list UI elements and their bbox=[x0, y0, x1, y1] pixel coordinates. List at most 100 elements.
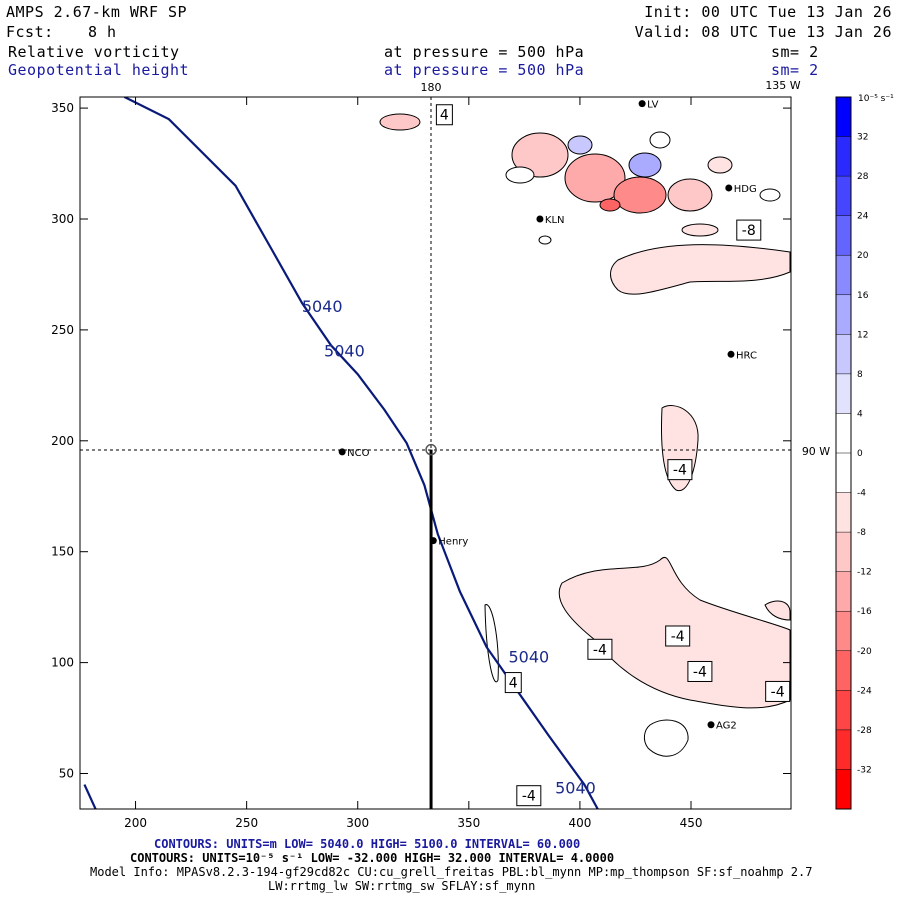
station-marker bbox=[725, 184, 733, 192]
lon-135w-label: 135 W bbox=[765, 79, 800, 92]
vorticity-contour-label: -4 bbox=[671, 629, 685, 645]
colorbar-tick-label: -16 bbox=[857, 607, 872, 617]
y-tick-label: 150 bbox=[51, 545, 74, 559]
colorbar-unit: 10⁻⁵ s⁻¹ bbox=[858, 94, 894, 104]
vorticity-cluster bbox=[379, 113, 781, 245]
colorbar-tick-label: -32 bbox=[857, 765, 872, 775]
colorbar-segment bbox=[836, 215, 851, 256]
vorticity-label-box bbox=[765, 680, 791, 702]
colorbar-segment bbox=[836, 413, 851, 453]
colorbar-segment bbox=[836, 769, 851, 809]
valid-time: Valid: 08 UTC Tue 13 Jan 26 bbox=[634, 23, 892, 41]
height-contour-5040 bbox=[123, 97, 599, 809]
colorbar-tick-label: 16 bbox=[857, 291, 869, 301]
lon-90w-label: 90 W bbox=[802, 445, 830, 458]
station-label: KLN bbox=[545, 215, 565, 226]
station-label: HRC bbox=[736, 350, 757, 361]
colorbar-segment bbox=[836, 373, 851, 414]
contour-info-vorticity: CONTOURS: UNITS=10⁻⁵ s⁻¹ LOW= -32.000 HI… bbox=[130, 851, 615, 865]
vorticity-label-box bbox=[587, 638, 613, 660]
vorticity-contour-label: -4 bbox=[771, 684, 785, 700]
station-label: NCO bbox=[347, 448, 369, 459]
station-label: AG2 bbox=[716, 721, 737, 732]
station-label: HDG bbox=[734, 184, 757, 195]
vorticity-contour-label: 4 bbox=[509, 676, 518, 692]
colorbar-segment bbox=[836, 729, 851, 770]
y-tick-label: 350 bbox=[51, 101, 74, 115]
station-marker bbox=[727, 350, 735, 358]
x-tick-label: 300 bbox=[346, 816, 369, 830]
contour-info-height: CONTOURS: UNITS=m LOW= 5040.0 HIGH= 5100… bbox=[154, 837, 581, 851]
init-time: Init: 00 UTC Tue 13 Jan 26 bbox=[644, 3, 892, 21]
vorticity-contour-label: -4 bbox=[693, 664, 707, 680]
colorbar-tick-label: -8 bbox=[857, 528, 866, 538]
forecast-label: Fcst: bbox=[6, 23, 54, 41]
x-tick-label: 350 bbox=[457, 816, 480, 830]
colorbar-segment bbox=[836, 532, 851, 572]
plot-frame bbox=[79, 96, 792, 810]
y-tick-label: 100 bbox=[51, 656, 74, 670]
colorbar: 32 28 24 20 16 12 8 4 0 -4 -8 -12 -16 -20 -24 -28 -32 bbox=[835, 96, 872, 810]
vorticity-contour-label: 4 bbox=[440, 108, 449, 124]
station-marker bbox=[338, 448, 346, 456]
colorbar-tick-label: 0 bbox=[857, 449, 863, 459]
colorbar-segment bbox=[836, 176, 851, 216]
vorticity-label-box bbox=[516, 785, 542, 807]
vorticity-label-box bbox=[504, 672, 522, 694]
height-contour-label: 5040 bbox=[555, 778, 596, 797]
colorbar-tick-label: -28 bbox=[857, 726, 872, 736]
colorbar-segment bbox=[836, 611, 851, 651]
vorticity-label-box bbox=[667, 459, 693, 481]
y-tick-label: 300 bbox=[51, 212, 74, 226]
colorbar-segment bbox=[836, 294, 851, 335]
station-marker bbox=[429, 537, 437, 545]
negative-vorticity-region bbox=[484, 244, 791, 757]
colorbar-tick-label: 8 bbox=[857, 370, 863, 380]
field1-level: at pressure = 500 hPa bbox=[384, 43, 585, 61]
x-tick-label: 200 bbox=[124, 816, 147, 830]
x-tick-label: 250 bbox=[235, 816, 258, 830]
height-contour-label: 5040 bbox=[508, 648, 549, 667]
station-label: LV bbox=[647, 100, 658, 111]
field1-name: Relative vorticity bbox=[8, 43, 180, 61]
colorbar-segment bbox=[836, 334, 851, 374]
height-contour-5040 bbox=[83, 784, 97, 809]
model-info: Model Info: MPASv8.2.3-194-gf29cd82c CU:… bbox=[90, 865, 813, 879]
colorbar-tick-label: 12 bbox=[857, 330, 868, 340]
colorbar-tick-label: -4 bbox=[857, 489, 866, 499]
field2-level: at pressure = 500 hPa bbox=[384, 61, 585, 79]
colorbar-segment bbox=[836, 571, 851, 612]
forecast-value: 8 h bbox=[88, 23, 117, 41]
model-info-2: LW:rrtmg_lw SW:rrtmg_sw SFLAY:sf_mynn bbox=[268, 879, 536, 893]
field2-name: Geopotential height bbox=[8, 61, 190, 79]
colorbar-segment bbox=[836, 136, 851, 177]
height-contour-label: 5040 bbox=[324, 342, 365, 361]
lon-180-label: 180 bbox=[421, 81, 442, 94]
station-marker bbox=[638, 100, 646, 108]
vorticity-contour-label: -4 bbox=[593, 642, 607, 658]
colorbar-segment bbox=[836, 650, 851, 691]
station-label: Henry bbox=[438, 537, 468, 548]
colorbar-tick-label: 20 bbox=[857, 251, 869, 261]
x-tick-label: 400 bbox=[568, 816, 591, 830]
vorticity-label-box bbox=[687, 660, 713, 682]
vorticity-contour-label: -8 bbox=[742, 223, 756, 239]
colorbar-tick-label: 32 bbox=[857, 133, 868, 143]
vorticity-label-box bbox=[736, 219, 762, 241]
colorbar-tick-label: 28 bbox=[857, 172, 869, 182]
y-tick-label: 50 bbox=[59, 767, 74, 781]
colorbar-tick-label: 4 bbox=[857, 409, 863, 419]
x-tick-label: 450 bbox=[680, 816, 703, 830]
field1-smoothing: sm= 2 bbox=[771, 43, 819, 61]
crosshair-marker bbox=[425, 443, 437, 456]
colorbar-segment bbox=[836, 97, 851, 137]
colorbar-tick-label: -12 bbox=[857, 568, 872, 578]
colorbar-segment bbox=[836, 690, 851, 730]
vorticity-label-box bbox=[435, 104, 453, 126]
colorbar-segment bbox=[836, 492, 851, 533]
model-title: AMPS 2.67-km WRF SP bbox=[6, 3, 188, 21]
y-tick-label: 200 bbox=[51, 434, 74, 448]
colorbar-tick-label: -24 bbox=[857, 686, 872, 696]
vorticity-contour-label: -4 bbox=[673, 463, 687, 479]
